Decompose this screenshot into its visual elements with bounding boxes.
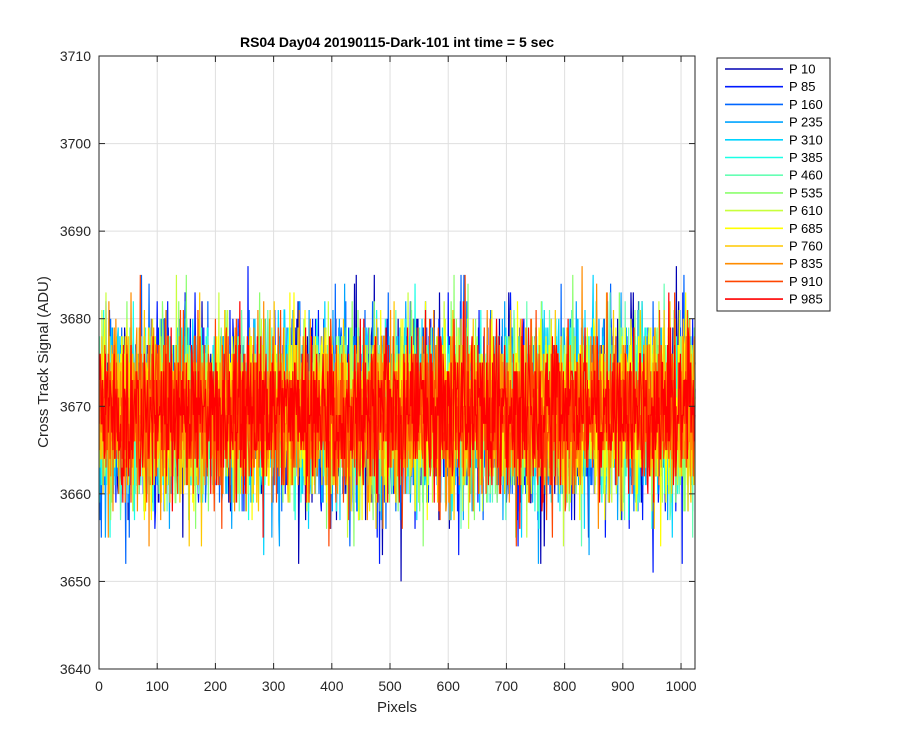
legend-label-p160: P 160 bbox=[789, 97, 823, 112]
legend-label-p610: P 610 bbox=[789, 203, 823, 218]
x-tick-label-10: 1000 bbox=[665, 678, 696, 694]
legend-label-p85: P 85 bbox=[789, 79, 816, 94]
legend-label-p385: P 385 bbox=[789, 150, 823, 165]
axis-ticks: 0 100 200 300 400 500 600 700 800 900 1000 3640 3650… bbox=[60, 48, 697, 694]
x-tick-label-6: 600 bbox=[437, 678, 461, 694]
legend-label-p535: P 535 bbox=[789, 185, 823, 200]
legend-label-p460: P 460 bbox=[789, 168, 823, 183]
x-tick-label-3: 300 bbox=[262, 678, 286, 694]
legend-label-p985: P 985 bbox=[789, 292, 823, 307]
legend-label-p10: P 10 bbox=[789, 62, 816, 77]
y-tick-label-7: 3710 bbox=[60, 48, 91, 64]
series-line-p985 bbox=[98, 292, 696, 538]
legend-items: P 10 P 85 P 160 P 235 P 310 P 385 P 460 P 535 P … bbox=[725, 62, 823, 307]
y-tick-label-5: 3690 bbox=[60, 223, 91, 239]
legend-label-p685: P 685 bbox=[789, 221, 823, 236]
legend-label-p760: P 760 bbox=[789, 239, 823, 254]
x-axis-label: Pixels bbox=[377, 699, 417, 716]
x-tick-label-1: 100 bbox=[146, 678, 170, 694]
legend-label-p235: P 235 bbox=[789, 115, 823, 130]
legend: P 10 P 85 P 160 P 235 P 310 P 385 P 460 P 535 P … bbox=[716, 57, 831, 312]
legend-label-p910: P 910 bbox=[789, 274, 823, 289]
x-tick-label-9: 900 bbox=[611, 678, 635, 694]
legend-box bbox=[716, 57, 831, 312]
data-series bbox=[98, 266, 696, 582]
x-tick-label-4: 400 bbox=[320, 678, 344, 694]
chart-title: RS04 Day04 20190115-Dark-101 int time = … bbox=[240, 34, 554, 50]
x-tick-label-7: 700 bbox=[495, 678, 519, 694]
y-tick-label-3: 3670 bbox=[60, 398, 91, 414]
x-tick-label-2: 200 bbox=[204, 678, 228, 694]
x-tick-label-0: 0 bbox=[95, 678, 103, 694]
y-tick-label-4: 3680 bbox=[60, 311, 91, 327]
y-axis-label: Cross Track Signal (ADU) bbox=[35, 276, 52, 448]
legend-label-p835: P 835 bbox=[789, 256, 823, 271]
x-tick-label-8: 800 bbox=[553, 678, 577, 694]
y-tick-label-0: 3640 bbox=[60, 661, 91, 677]
plot-frame bbox=[98, 55, 696, 670]
legend-label-p310: P 310 bbox=[789, 132, 823, 147]
y-tick-label-1: 3650 bbox=[60, 573, 91, 589]
y-tick-label-6: 3700 bbox=[60, 136, 91, 152]
x-tick-label-5: 500 bbox=[378, 678, 402, 694]
y-tick-label-2: 3660 bbox=[60, 486, 91, 502]
